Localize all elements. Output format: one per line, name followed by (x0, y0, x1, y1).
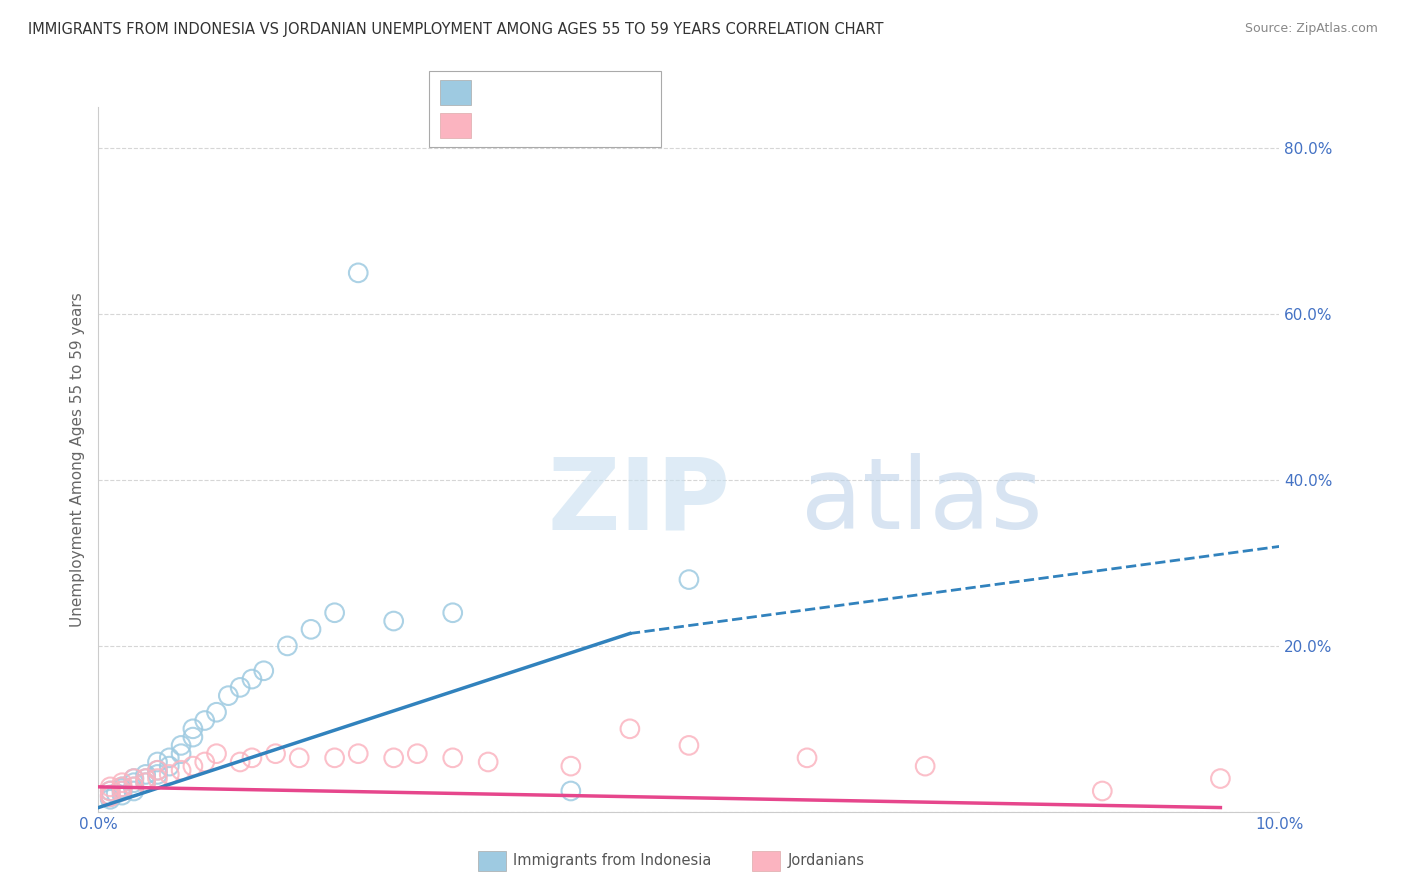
Point (170, 747, 193, 761)
Point (253, 664, 276, 678)
Point (382, 751, 405, 765)
Point (157, 767, 180, 781)
Point (194, 714, 217, 728)
Point (299, 623, 322, 637)
Point (146, 755, 169, 769)
Point (111, 775, 134, 789)
Point (98, 789, 121, 804)
Point (914, 759, 936, 773)
Point (441, 751, 464, 765)
Point (122, 784, 145, 798)
Text: atlas: atlas (801, 453, 1043, 550)
Point (111, 780, 134, 794)
Point (1209, 772, 1232, 786)
Point (560, 784, 582, 798)
Point (135, 772, 157, 786)
Point (181, 730, 204, 744)
Y-axis label: Unemployment Among Ages 55 to 59 years: Unemployment Among Ages 55 to 59 years (69, 292, 84, 627)
Point (111, 784, 134, 798)
Point (229, 755, 252, 769)
Text: R = -0.411: R = -0.411 (478, 118, 560, 132)
Text: IMMIGRANTS FROM INDONESIA VS JORDANIAN UNEMPLOYMENT AMONG AGES 55 TO 59 YEARS CO: IMMIGRANTS FROM INDONESIA VS JORDANIAN U… (28, 22, 883, 37)
Point (217, 689, 239, 703)
Point (146, 767, 169, 781)
Point (122, 775, 145, 789)
Point (98, 780, 121, 794)
Point (347, 266, 370, 280)
Point (157, 759, 180, 773)
Point (382, 614, 405, 628)
Point (347, 747, 370, 761)
Point (146, 764, 169, 778)
Point (105, 787, 128, 801)
Point (146, 764, 169, 778)
Point (264, 747, 287, 761)
Point (323, 606, 346, 620)
Text: Jordanians: Jordanians (787, 854, 865, 868)
Text: N = 39: N = 39 (581, 84, 634, 98)
Point (170, 764, 193, 778)
Text: ZIP: ZIP (547, 453, 730, 550)
Point (157, 751, 180, 765)
Point (276, 639, 298, 653)
Point (288, 751, 311, 765)
Point (111, 781, 134, 796)
Point (406, 747, 429, 761)
Point (146, 772, 169, 786)
Text: N = 35: N = 35 (581, 118, 634, 132)
Point (323, 751, 346, 765)
Point (678, 573, 700, 587)
Point (98, 784, 121, 798)
Point (135, 775, 157, 789)
Point (122, 780, 145, 794)
Point (619, 722, 641, 736)
Point (122, 772, 145, 786)
Point (170, 739, 193, 753)
Point (98, 788, 121, 802)
Point (560, 759, 582, 773)
Point (122, 780, 145, 794)
Point (111, 784, 134, 798)
Point (229, 681, 252, 695)
Point (1091, 784, 1114, 798)
Point (98, 789, 121, 804)
Point (135, 775, 157, 789)
Point (477, 755, 499, 769)
Point (122, 772, 145, 786)
Point (678, 739, 700, 753)
Point (441, 606, 464, 620)
Point (205, 705, 228, 719)
Point (796, 751, 818, 765)
Point (98, 788, 121, 802)
Point (240, 672, 263, 686)
Text: Immigrants from Indonesia: Immigrants from Indonesia (513, 854, 711, 868)
Point (98, 784, 121, 798)
Point (135, 772, 157, 786)
Point (111, 788, 134, 802)
Point (181, 722, 204, 736)
Text: Source: ZipAtlas.com: Source: ZipAtlas.com (1244, 22, 1378, 36)
Point (205, 747, 228, 761)
Point (240, 751, 263, 765)
Point (135, 767, 157, 781)
Point (111, 780, 134, 794)
Text: R =  0.217: R = 0.217 (478, 84, 560, 98)
Point (98, 792, 121, 806)
Point (181, 759, 204, 773)
Point (194, 755, 217, 769)
